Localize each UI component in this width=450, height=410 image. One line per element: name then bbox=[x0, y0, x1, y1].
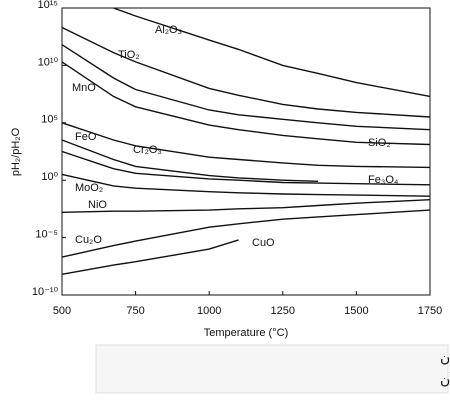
series-label: MoO₂ bbox=[75, 182, 103, 194]
y-tick-label: 10⁵ bbox=[41, 114, 58, 126]
y-tick-label: 10¹⁰ bbox=[38, 56, 59, 68]
y-axis-label: pH₂/pH₂O bbox=[10, 127, 22, 176]
caption-line: شکل 4. تغییر در نسبت های فشار تعادلی به … bbox=[440, 350, 450, 366]
series-label: MnO bbox=[72, 82, 96, 94]
series-label: SiO₂ bbox=[368, 137, 391, 149]
x-tick-label: 1500 bbox=[344, 305, 368, 317]
x-tick-label: 1250 bbox=[271, 305, 295, 317]
caption-line: تابعی از دما برای چندین فلز واکسید خالص … bbox=[440, 371, 450, 388]
y-tick-label: 10¹⁵ bbox=[38, 0, 58, 11]
series-line bbox=[61, 26, 431, 118]
y-tick-label: 10⁻⁵ bbox=[35, 229, 58, 241]
series-label: Cr₂O₃ bbox=[133, 144, 162, 156]
series-line bbox=[61, 44, 431, 131]
series-label: FeO bbox=[75, 131, 97, 143]
series-line bbox=[61, 239, 239, 275]
series-label: Cu₂O bbox=[75, 234, 102, 246]
x-tick-label: 1000 bbox=[197, 305, 221, 317]
series-line bbox=[61, 209, 431, 258]
x-tick-label: 1750 bbox=[418, 305, 442, 317]
x-axis-label: Temperature (°C) bbox=[204, 327, 288, 339]
series-label: Fe₃O₄ bbox=[368, 174, 399, 186]
series-line bbox=[61, 139, 319, 182]
x-tick-label: 750 bbox=[126, 305, 144, 317]
x-tick-label: 500 bbox=[53, 305, 71, 317]
caption-box bbox=[95, 344, 449, 394]
series-line bbox=[61, 61, 431, 146]
y-tick-label: 10⁰ bbox=[41, 171, 58, 183]
series-line bbox=[61, 150, 431, 186]
series-line bbox=[61, 173, 431, 197]
series-line bbox=[61, 122, 431, 169]
series-line bbox=[61, 199, 431, 213]
y-tick-label: 10⁻¹⁰ bbox=[32, 286, 59, 298]
series-line bbox=[113, 7, 431, 98]
series-label: CuO bbox=[252, 237, 275, 249]
series-label: Al₂O₃ bbox=[155, 24, 182, 36]
series-label: TiO₂ bbox=[118, 49, 140, 61]
series-label: NiO bbox=[88, 199, 107, 211]
